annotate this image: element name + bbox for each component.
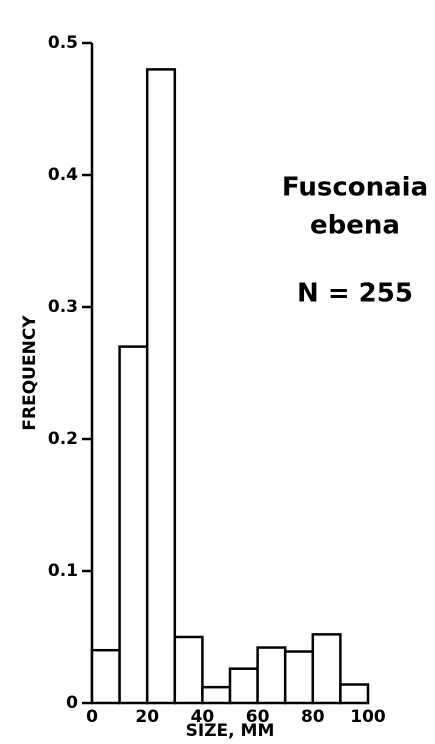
y-tick-label: 0.4 <box>48 165 78 185</box>
bar <box>339 683 370 705</box>
y-tick-label: 0.5 <box>48 33 78 53</box>
y-tick-label: 0 <box>66 693 78 713</box>
bar <box>256 646 287 705</box>
bar <box>118 345 149 705</box>
annotation: N = 255 <box>297 279 413 309</box>
bar <box>283 650 315 705</box>
x-tick-label: 100 <box>350 707 386 727</box>
x-tick-label: 0 <box>86 707 98 727</box>
bar <box>173 635 204 705</box>
bar <box>311 633 342 705</box>
x-tick-label: 60 <box>246 707 270 727</box>
y-tick-label: 0.3 <box>48 297 78 317</box>
annotation: ebena <box>310 211 400 241</box>
bar <box>201 685 232 705</box>
x-tick-label: 80 <box>301 707 325 727</box>
y-tick-label: 0.2 <box>48 429 78 449</box>
bar <box>90 648 121 705</box>
x-tick-label: 40 <box>191 707 215 727</box>
x-axis-label: SIZE, MM <box>186 721 275 741</box>
bar <box>145 68 177 705</box>
bar <box>228 667 259 705</box>
y-axis-label: FREQUENCY <box>20 315 40 431</box>
y-tick-label: 0.1 <box>48 561 78 581</box>
x-tick-label: 20 <box>135 707 159 727</box>
annotation: Fusconaia <box>282 173 428 203</box>
